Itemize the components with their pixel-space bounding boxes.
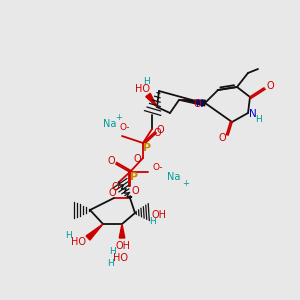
Polygon shape (179, 100, 205, 106)
Text: O: O (111, 182, 119, 192)
Text: Na: Na (103, 119, 117, 129)
Text: N: N (196, 99, 204, 109)
Text: HO: HO (70, 237, 86, 247)
Text: O-: O- (120, 124, 130, 133)
Text: O: O (218, 133, 226, 143)
Text: H: H (66, 232, 72, 241)
Polygon shape (119, 224, 125, 238)
Text: +: + (116, 113, 122, 122)
Text: O: O (266, 81, 274, 91)
Text: OH: OH (152, 210, 166, 220)
Text: O-: O- (153, 164, 163, 172)
Text: H: H (144, 77, 150, 86)
Text: HO: HO (113, 253, 128, 263)
Text: HO: HO (134, 84, 149, 94)
Text: H: H (106, 260, 113, 268)
Text: P: P (143, 143, 151, 153)
Text: O: O (193, 99, 201, 109)
Text: H: H (256, 116, 262, 124)
Text: P: P (130, 172, 138, 182)
Text: H: H (150, 218, 156, 226)
Text: OH: OH (116, 241, 130, 251)
Text: H: H (109, 248, 116, 256)
Text: O: O (107, 156, 115, 166)
Text: O: O (133, 154, 141, 164)
Text: O: O (131, 186, 139, 196)
Polygon shape (146, 93, 157, 107)
Text: Na: Na (167, 172, 181, 182)
Text: +: + (183, 179, 189, 188)
Text: O: O (153, 128, 161, 138)
Text: O: O (156, 125, 164, 135)
Text: N: N (249, 109, 257, 119)
Polygon shape (86, 224, 103, 240)
Text: O: O (108, 188, 116, 198)
